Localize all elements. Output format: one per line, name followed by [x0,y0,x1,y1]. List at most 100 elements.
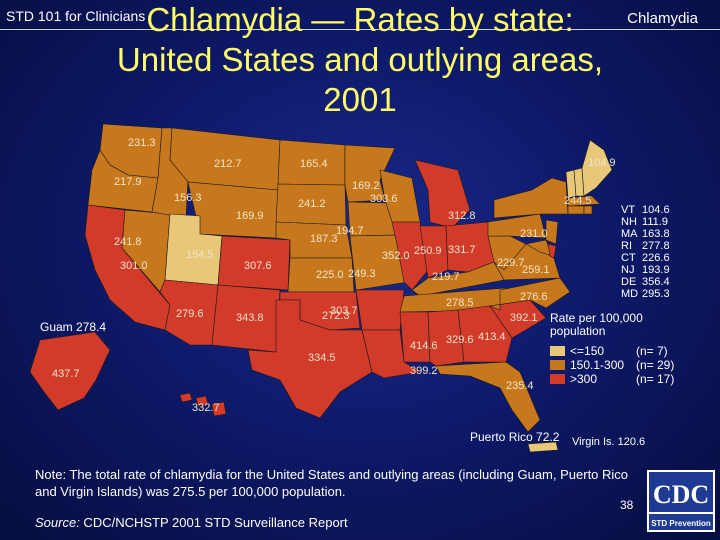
puerto-rico-shape [527,441,559,453]
state-rate-label: 169.9 [236,210,264,222]
state-rate-label: 194.7 [336,225,364,237]
state-rate-label: 301.0 [120,260,148,272]
state-rate-label: 154.5 [186,249,214,261]
state-rate-label: 241.8 [114,236,142,248]
state-rate-label: 331.7 [448,244,476,256]
state-rate-label: 437.7 [52,368,80,380]
state-rate-label: 156.3 [174,192,202,204]
state-rate-label: 229.7 [497,257,525,269]
state-ma [567,195,601,207]
state-abbr: MA [621,228,638,240]
slide-title: Chlamydia — Rates by state: United State… [0,0,720,120]
source-label: Source: [35,515,80,530]
state-hi-1 [179,392,193,403]
legend-count-low: (n= 7) [636,344,668,358]
state-hi-2 [195,395,209,407]
guam-rate: Guam 278.4 [40,320,107,334]
state-ak [29,331,111,411]
state-rate-label: 303.6 [370,193,398,205]
state-rate-label: 303.7 [330,305,358,317]
state-la [361,329,421,379]
source-line: Source: CDC/NCHSTP 2001 STD Surveillance… [35,515,348,530]
state-abbr: NH [621,216,637,228]
state-rate-label: 169.2 [352,180,380,192]
state-rate-label: 244.5 [564,195,592,207]
state-ms [399,311,431,363]
state-rate-label: 329.6 [446,334,474,346]
legend-swatch-mid [550,360,565,370]
state-abbr: MD [621,288,639,300]
state-rate-label: 272.3 [322,310,350,322]
state-rate: 226.6 [639,252,670,264]
page-number: 38 [620,498,634,512]
state-table-row: VT 104.6 [621,204,670,216]
state-rate: 193.9 [639,264,670,276]
state-table-row: MD 295.3 [621,288,670,300]
legend-label-low: <=150 [570,344,605,358]
cdc-logo: CDC STD Prevention [647,470,715,532]
legend-item-low: <=150 (n= 7) [550,344,690,358]
state-rate-label: 241.2 [298,198,326,210]
state-rate-label: 231.0 [520,228,548,240]
state-rate-label: 399.2 [410,365,438,377]
legend-count-mid: (n= 29) [636,358,675,372]
legend-heading-1: Rate per 100,000 [550,311,643,325]
state-rate-label: 343.8 [236,312,264,324]
state-nc [488,277,571,311]
state-ar [355,289,405,331]
svg-text:STD Prevention: STD Prevention [651,519,711,528]
state-tx [247,299,373,419]
state-rate: 295.3 [639,288,670,300]
state-rate-label: 392.1 [510,312,538,324]
legend-swatch-high [550,374,565,384]
title-line-1: Chlamydia — Rates by state: [146,1,574,38]
state-rate: 163.8 [639,228,670,240]
state-rate-label: 165.4 [300,158,328,170]
state-table-row: NH 111.9 [621,216,670,228]
source-text: CDC/NCHSTP 2001 STD Surveillance Report [79,515,348,530]
state-table-row: CT 226.6 [621,252,670,264]
state-rate-label: 231.3 [128,137,156,149]
state-nj [545,219,559,245]
state-rate-label: 225.0 [316,269,344,281]
legend-item-mid: 150.1-300 (n= 29) [550,358,690,372]
legend-label-high: >300 [570,372,598,386]
state-rate: 277.8 [639,240,670,252]
state-rate-label: 332.7 [192,402,220,414]
state-rate: 111.9 [639,216,668,228]
state-rate-label: 334.5 [308,352,336,364]
state-table-row: MA 163.8 [621,228,670,240]
title-line-2: United States and outlying areas, [116,41,604,78]
state-rate-label: 187.3 [310,233,338,245]
state-ri [583,205,593,215]
legend: Rate per 100,000 population <=150 (n= 7)… [550,312,690,386]
state-table-row: RI 277.8 [621,240,670,252]
state-rate-label: 279.6 [176,308,204,320]
state-abbr: CT [621,252,636,264]
state-wy [187,181,279,239]
svg-text:CDC: CDC [653,480,709,509]
state-abbr: RI [621,240,632,252]
state-rate: 104.6 [639,204,670,216]
state-rate-label: 413.4 [478,331,506,343]
northeast-state-table: VT 104.6 NH 111.9 MA 163.8 RI 277.8 CT 226.6… [621,204,670,300]
virgin-islands-rate: Virgin Is. 120.6 [572,436,646,448]
state-de [547,243,557,259]
puerto-rico-rate: Puerto Rico 72.2 [470,430,560,444]
state-abbr: NJ [621,264,635,276]
state-hi-3 [211,401,227,417]
legend-heading-2: population [550,324,606,338]
header-course-label: STD 101 for Clinicians [6,8,146,24]
state-rate-label: 217.9 [114,176,142,188]
state-table-row: DE 356.4 [621,276,670,288]
state-rate-label: 276.6 [520,291,548,303]
legend-item-high: >300 (n= 17) [550,372,690,386]
state-rate-label: 307.6 [244,260,272,272]
state-rate-label: 235.4 [506,380,534,392]
title-line-3: 2001 [323,81,397,118]
state-rate-label: 278.5 [446,297,474,309]
state-rate-label: 250.9 [414,245,442,257]
state-rate-label: 352.0 [382,250,410,262]
header-topic-label: Chlamydia [627,10,698,27]
